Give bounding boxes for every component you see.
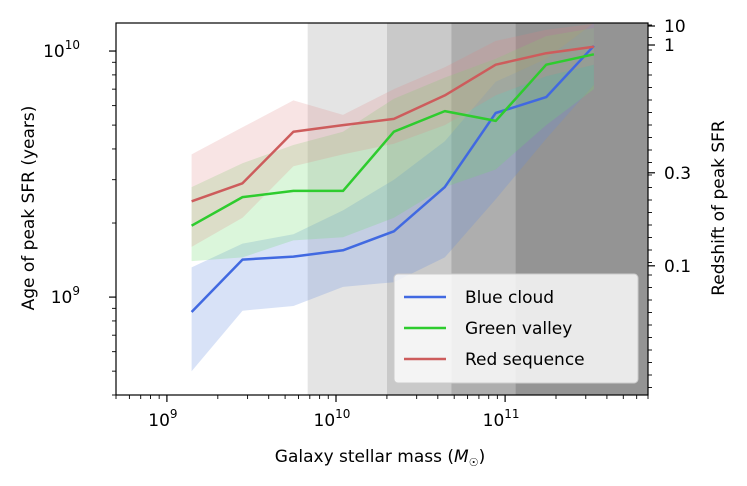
band-blue-cloud: [191, 23, 594, 372]
uncertainty-bands: [191, 23, 594, 372]
y2-tick-label: 0.1: [664, 257, 691, 277]
x-axis-ticks: 109 1010 1011: [115, 395, 649, 431]
y2-tick-label: 0.3: [664, 164, 691, 184]
legend-label-red-sequence: Red sequence: [465, 350, 585, 370]
plot-frame: [115, 22, 649, 396]
line-green-valley: [190, 53, 595, 227]
y2-axis-title: Redshift of peak SFR: [709, 120, 729, 296]
y2-tick-label: 10: [664, 17, 686, 37]
legend-label-blue-cloud: Blue cloud: [465, 288, 554, 308]
shaded-band-0: [307, 23, 387, 395]
y-axis-ticks: 109 1010: [43, 38, 116, 396]
legend-label-green-valley: Green valley: [465, 319, 572, 339]
band-green-valley: [191, 28, 594, 262]
line-blue-cloud: [190, 44, 595, 313]
y-tick-label: 109: [51, 284, 80, 308]
x-tick-label: 109: [148, 407, 177, 431]
y2-axis-ticks: 101 0.3 0.1: [648, 17, 691, 388]
line-red-sequence: [191, 45, 595, 203]
y-axis-title: Age of peak SFR (years): [19, 106, 39, 311]
x-axis-title: Galaxy stellar mass (M☉): [275, 447, 485, 469]
band-red-sequence: [191, 23, 594, 247]
x-tick-label: 1011: [483, 407, 520, 431]
series-lines: [190, 44, 595, 313]
y2-tick-label: 1: [664, 36, 675, 56]
legend: Blue cloud Green valley Red sequence: [393, 273, 639, 384]
x-tick-label: 1010: [314, 407, 351, 431]
y-tick-label: 1010: [43, 38, 80, 62]
legend-box: [393, 273, 639, 384]
